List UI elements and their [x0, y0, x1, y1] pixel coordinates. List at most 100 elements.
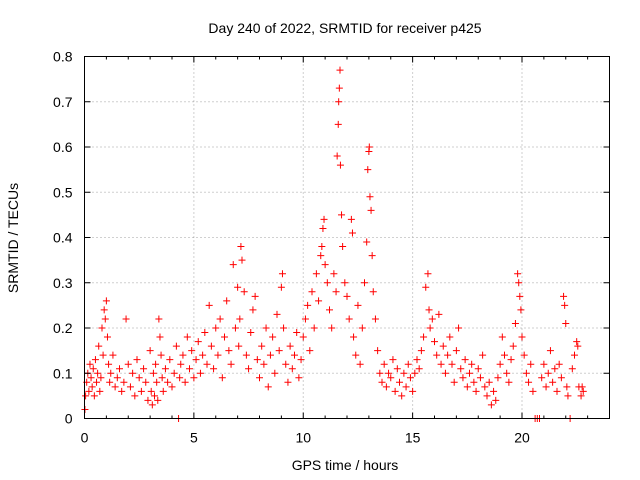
data-point: [194, 338, 202, 346]
data-point: [293, 329, 301, 337]
data-point: [490, 387, 498, 395]
data-point: [560, 292, 568, 300]
y-tick-label: 0.4: [53, 230, 73, 246]
data-point: [116, 365, 123, 373]
data-point: [120, 378, 128, 386]
data-point: [192, 356, 200, 364]
data-point: [413, 356, 421, 364]
data-point: [269, 333, 277, 341]
data-point: [277, 283, 285, 291]
data-point: [417, 347, 425, 355]
data-point: [87, 374, 95, 382]
data-point: [135, 374, 143, 382]
data-point: [400, 369, 408, 377]
data-point: [574, 342, 582, 350]
data-point: [94, 369, 102, 377]
data-point: [339, 243, 347, 251]
data-point: [425, 306, 433, 314]
grid-lines: [84, 56, 610, 419]
data-point: [181, 378, 189, 386]
data-point: [101, 315, 109, 323]
data-point: [177, 360, 185, 368]
data-point: [557, 374, 565, 382]
y-tick-label: 0.5: [53, 184, 73, 200]
data-point: [214, 351, 222, 359]
data-point: [358, 324, 366, 332]
data-point: [212, 324, 220, 332]
data-point: [544, 369, 552, 377]
data-point: [106, 378, 114, 386]
data-point: [90, 392, 98, 400]
data-point: [334, 120, 342, 128]
data-point: [455, 324, 463, 332]
data-point: [448, 360, 456, 368]
data-point: [474, 365, 482, 373]
data-point: [505, 378, 513, 386]
data-point: [105, 360, 113, 368]
data-point: [89, 365, 97, 373]
data-point: [144, 396, 152, 404]
data-point: [308, 288, 316, 296]
data-point: [260, 360, 268, 368]
data-point: [485, 378, 493, 386]
data-point: [549, 378, 557, 386]
data-point: [249, 306, 257, 314]
data-point: [369, 288, 377, 296]
data-point: [520, 351, 528, 359]
data-point: [459, 374, 467, 382]
data-point: [113, 374, 121, 382]
data-point: [223, 297, 231, 305]
data-point: [210, 365, 218, 373]
data-point: [234, 283, 242, 291]
data-point: [470, 378, 478, 386]
data-point: [496, 360, 504, 368]
data-point: [203, 360, 211, 368]
data-point: [321, 261, 329, 269]
data-point: [439, 342, 447, 350]
data-point: [166, 356, 174, 364]
data-point: [507, 356, 515, 364]
data-point: [218, 374, 226, 382]
data-point: [129, 369, 137, 377]
data-point: [247, 329, 255, 337]
data-point: [542, 383, 550, 391]
data-point: [275, 347, 283, 355]
data-point: [516, 292, 524, 300]
data-point: [151, 392, 158, 400]
data-point: [335, 84, 343, 92]
data-point: [227, 360, 235, 368]
x-axis: 0 5 10 15 20: [81, 56, 589, 446]
data-point: [242, 351, 250, 359]
x-tick-label: 15: [405, 430, 421, 446]
data-point: [158, 374, 166, 382]
data-point: [312, 270, 320, 278]
data-points: [81, 66, 587, 422]
data-point: [266, 351, 274, 359]
data-point: [231, 324, 239, 332]
data-point: [253, 356, 261, 364]
y-tick-label: 0.7: [53, 94, 73, 110]
data-point: [323, 279, 331, 287]
data-point: [315, 297, 323, 305]
data-point: [398, 392, 406, 400]
data-point: [561, 301, 569, 309]
data-point: [345, 315, 353, 323]
data-point: [295, 374, 303, 382]
data-point: [428, 315, 436, 323]
data-point: [221, 333, 228, 341]
data-point: [317, 252, 325, 260]
data-point: [371, 315, 379, 323]
data-point: [131, 392, 139, 400]
data-point: [387, 374, 395, 382]
data-point: [479, 351, 487, 359]
data-point: [422, 283, 430, 291]
x-tick-label: 0: [81, 430, 89, 446]
data-point: [256, 374, 263, 382]
data-point: [517, 306, 525, 314]
data-point: [573, 338, 581, 346]
y-tick-label: 0.3: [53, 275, 73, 291]
data-point: [352, 351, 360, 359]
data-point: [568, 365, 576, 373]
data-point: [343, 292, 351, 300]
data-point: [306, 347, 314, 355]
